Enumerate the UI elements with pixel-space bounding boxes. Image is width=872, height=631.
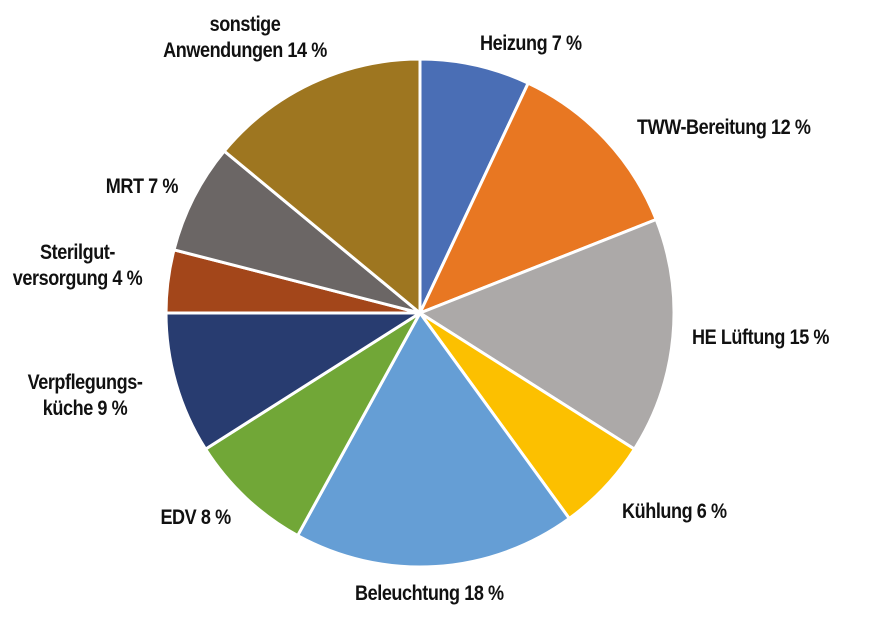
- label-verpflegung-line2: küche 9 %: [42, 397, 128, 420]
- label-mrt: MRT 7 %: [105, 175, 179, 198]
- label-sonstige: sonstige Anwendungen 14 %: [138, 12, 353, 64]
- label-heizung: Heizung 7 %: [480, 32, 582, 55]
- label-he-lueftung: HE Lüftung 15 %: [692, 326, 830, 349]
- label-steril-line2: versorgung 4 %: [12, 267, 143, 290]
- label-kuehlung: Kühlung 6 %: [622, 500, 727, 523]
- pie-slice-heizung: [418, 57, 530, 315]
- label-verpflegungskueche: Verpflegungs- küche 9 %: [12, 370, 158, 422]
- label-sonstige-line1: sonstige: [209, 13, 281, 36]
- pie-slice-edv: [204, 311, 422, 538]
- label-edv: EDV 8 %: [160, 506, 232, 529]
- pie-slice-he-lüftung: [418, 217, 676, 451]
- label-sterilgutversorgung: Sterilgut- versorgung 4 %: [11, 240, 144, 292]
- label-verpflegung-line1: Verpflegungs-: [27, 371, 143, 394]
- label-steril-line1: Sterilgut-: [40, 241, 115, 264]
- pie-slice-beleuchtung: [296, 311, 571, 569]
- label-beleuchtung: Beleuchtung 18 %: [355, 582, 504, 605]
- pie-slice-tww-bereitung: [418, 81, 658, 315]
- label-sonstige-line2: Anwendungen 14 %: [163, 39, 327, 62]
- pie-slice-verpflegungsküche: [164, 311, 422, 451]
- pie-slice-sonstige-anwendungen: [222, 57, 422, 315]
- pie-slice-mrt: [172, 149, 422, 315]
- label-tww-bereitung: TWW-Bereitung 12 %: [637, 116, 811, 139]
